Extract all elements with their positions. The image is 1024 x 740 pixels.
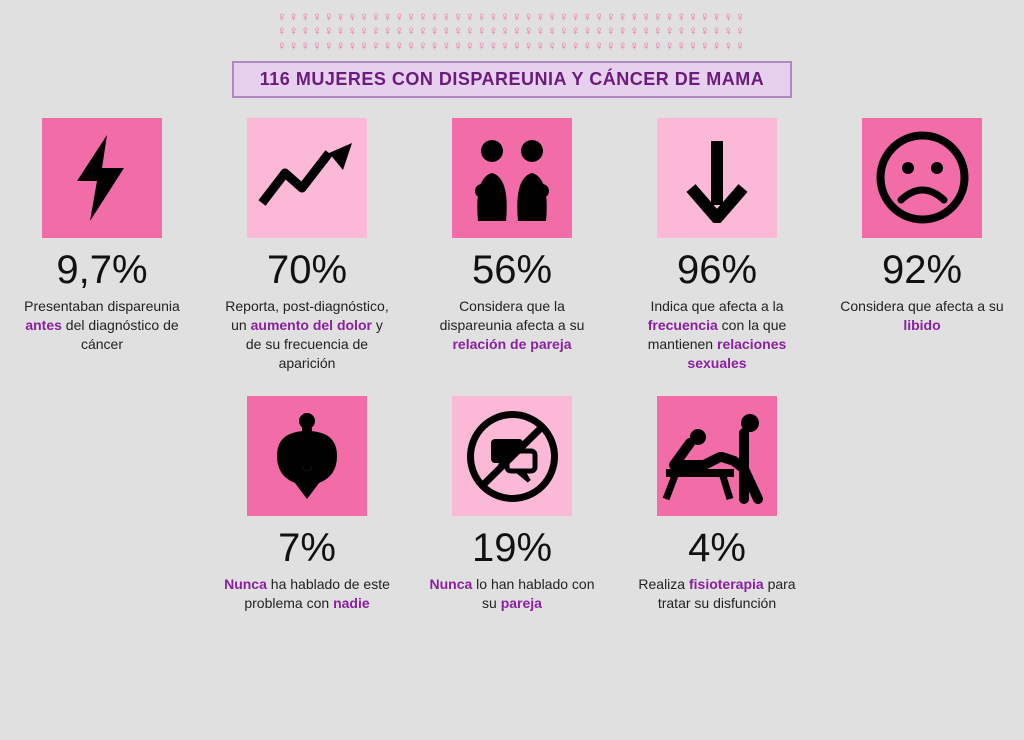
stat-description: Realiza fisioterapia para tratar su disf… <box>630 575 805 613</box>
stat-silence: 7% Nunca ha hablado de este problema con … <box>220 396 395 613</box>
bolt-icon <box>42 118 162 238</box>
stat-percent: 4% <box>630 526 805 571</box>
stat-trend: 70%Reporta, post-diagnóstico, un aumento… <box>220 118 395 373</box>
stat-description: Reporta, post-diagnóstico, un aumento de… <box>220 297 395 373</box>
stat-percent: 92% <box>835 248 1010 293</box>
stat-percent: 7% <box>220 526 395 571</box>
stat-description: Indica que afecta a la frecuencia con la… <box>630 297 805 373</box>
stats-row-1: 9,7%Presentaban dispareunia antes del di… <box>0 118 1024 373</box>
stat-percent: 96% <box>630 248 805 293</box>
stat-description: Nunca ha hablado de este problema con na… <box>220 575 395 613</box>
stats-row-2: 7% Nunca ha hablado de este problema con … <box>0 396 1024 613</box>
physio-icon <box>657 396 777 516</box>
stat-down: 96%Indica que afecta a la frecuencia con… <box>630 118 805 373</box>
stat-percent: 70% <box>220 248 395 293</box>
couple-icon <box>452 118 572 238</box>
stat-description: Considera que afecta a su libido <box>835 297 1010 335</box>
stat-nochat: 19% Nunca lo han hablado con su pareja <box>425 396 600 613</box>
stat-description: Presentaban dispareunia antes del diagnó… <box>15 297 190 354</box>
trend-icon <box>247 118 367 238</box>
sad-icon <box>862 118 982 238</box>
nochat-icon <box>452 396 572 516</box>
stat-percent: 19% <box>425 526 600 571</box>
stat-couple: 56%Considera que la dispareunia afecta a… <box>425 118 600 373</box>
silence-icon <box>247 396 367 516</box>
title-bar: 116 MUJERES CON DISPAREUNIA Y CÁNCER DE … <box>232 61 792 98</box>
stat-description: Nunca lo han hablado con su pareja <box>425 575 600 613</box>
stat-sad: 92% Considera que afecta a su libido <box>835 118 1010 373</box>
down-icon <box>657 118 777 238</box>
stat-percent: 9,7% <box>15 248 190 293</box>
stat-bolt: 9,7%Presentaban dispareunia antes del di… <box>15 118 190 373</box>
stat-percent: 56% <box>425 248 600 293</box>
people-pictogram: ♀♀♀♀♀♀♀♀♀♀♀♀♀♀♀♀♀♀♀♀♀♀♀♀♀♀♀♀♀♀♀♀♀♀♀♀♀♀♀♀… <box>262 0 762 53</box>
stat-description: Considera que la dispareunia afecta a su… <box>425 297 600 354</box>
stat-physio: 4% Realiza fisioterapia para tratar su di… <box>630 396 805 613</box>
